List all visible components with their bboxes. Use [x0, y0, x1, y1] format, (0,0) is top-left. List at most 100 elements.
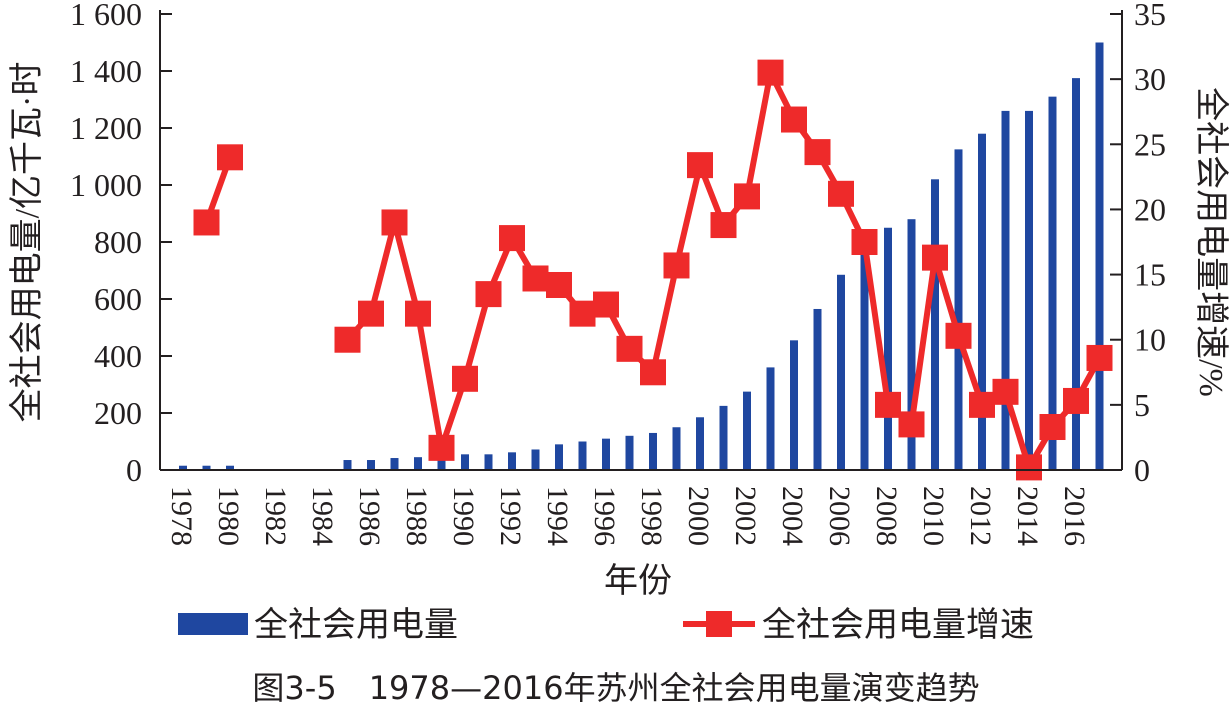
legend-line-label: 全社会用电量增速	[762, 606, 1034, 644]
bar	[884, 227, 892, 470]
x-tick-label: 1984	[306, 486, 339, 546]
line-marker	[828, 180, 854, 207]
line-marker	[1016, 454, 1042, 481]
bar	[1095, 42, 1104, 470]
x-tick-label: 1990	[447, 486, 480, 546]
x-tick-label: 2000	[682, 486, 715, 546]
line-series	[193, 59, 1113, 481]
line-marker	[992, 378, 1019, 405]
bar	[555, 444, 563, 470]
x-tick-label: 2014	[1011, 486, 1044, 546]
line-marker	[593, 291, 619, 318]
left-tick-label: 400	[94, 338, 142, 374]
x-tick-label: 1980	[212, 486, 245, 546]
line-marker	[358, 300, 384, 327]
x-tick-label: 1994	[541, 486, 574, 546]
axes	[159, 10, 1123, 471]
bar	[1072, 78, 1080, 470]
x-tick-label: 2010	[917, 486, 950, 546]
line-marker	[452, 365, 478, 392]
legend-bar-swatch	[178, 613, 248, 635]
line-marker	[569, 300, 596, 327]
line-marker	[1039, 414, 1066, 441]
bar-series	[179, 42, 1104, 471]
line-marker	[781, 106, 807, 133]
line-marker	[640, 359, 666, 386]
bar	[1048, 96, 1057, 471]
bar	[743, 391, 751, 470]
bar	[226, 465, 234, 470]
line-marker	[804, 139, 831, 166]
line-marker	[334, 326, 361, 353]
line-marker	[499, 225, 525, 252]
left-tick-label: 0	[126, 452, 142, 488]
x-tick-label: 1988	[400, 486, 433, 546]
line-marker	[757, 59, 784, 86]
bar	[813, 308, 822, 470]
x-tick-label: 1998	[635, 486, 668, 546]
right-tick-label: 5	[1134, 387, 1150, 423]
bar	[790, 340, 798, 470]
line-marker	[405, 300, 431, 327]
bar	[766, 367, 775, 470]
line-marker	[475, 281, 502, 308]
line-marker	[898, 411, 925, 438]
left-tick-label: 1 600	[70, 0, 142, 32]
x-tick-label: 2002	[729, 486, 762, 546]
left-tick-label: 800	[94, 224, 142, 260]
x-axis-label: 年份	[604, 562, 672, 600]
bar	[954, 149, 963, 470]
right-tick-label: 30	[1134, 61, 1166, 97]
right-tick-label: 35	[1134, 0, 1166, 32]
bar	[672, 427, 681, 470]
bar	[578, 441, 587, 470]
left-tick-label: 1 400	[70, 53, 142, 89]
legend-line-marker	[706, 611, 732, 637]
bar	[484, 454, 493, 470]
bar	[625, 435, 634, 470]
bar	[907, 219, 916, 470]
line-marker	[851, 229, 878, 255]
bar	[860, 247, 869, 470]
chart-title: 图3-5 1978—2016年苏州全社会用电量演变趋势	[252, 669, 979, 704]
right-tick-label: 20	[1134, 191, 1166, 227]
bar	[649, 432, 657, 470]
left-tick-label: 200	[94, 395, 142, 431]
bar	[531, 449, 540, 470]
x-tick-label: 2006	[823, 486, 856, 546]
line-marker	[734, 183, 760, 210]
left-tick-label: 1 200	[70, 110, 142, 146]
y-axis-right-label: 全社会用电量增速/%	[1192, 87, 1230, 397]
right-tick-label: 0	[1134, 452, 1150, 488]
line-marker	[922, 244, 948, 271]
x-tick-label: 1986	[353, 486, 386, 546]
bar	[508, 452, 516, 470]
bar	[179, 465, 187, 470]
x-tick-label: 1978	[165, 486, 198, 546]
line-marker	[710, 212, 737, 239]
right-tick-label: 25	[1134, 126, 1166, 162]
bar	[390, 458, 399, 470]
legend-bar-label: 全社会用电量	[254, 606, 458, 644]
bar	[602, 438, 610, 470]
right-tick-label: 15	[1134, 257, 1166, 293]
x-tick-label: 2016	[1058, 486, 1091, 546]
line-marker	[546, 271, 572, 298]
bar	[837, 274, 845, 470]
left-tick-label: 600	[94, 281, 142, 317]
x-tick-label: 1996	[588, 486, 621, 546]
bar	[931, 179, 939, 471]
line-marker	[875, 391, 901, 418]
x-tick-label: 1982	[259, 486, 292, 546]
bar	[1001, 110, 1010, 471]
bar	[437, 455, 446, 470]
line-marker	[522, 265, 549, 292]
bar	[978, 133, 986, 470]
bar	[414, 457, 422, 470]
line-marker	[381, 209, 408, 236]
line-marker	[1063, 387, 1089, 414]
line-marker	[945, 322, 972, 349]
left-tick-label: 1 000	[70, 167, 142, 203]
line-marker	[217, 144, 243, 171]
